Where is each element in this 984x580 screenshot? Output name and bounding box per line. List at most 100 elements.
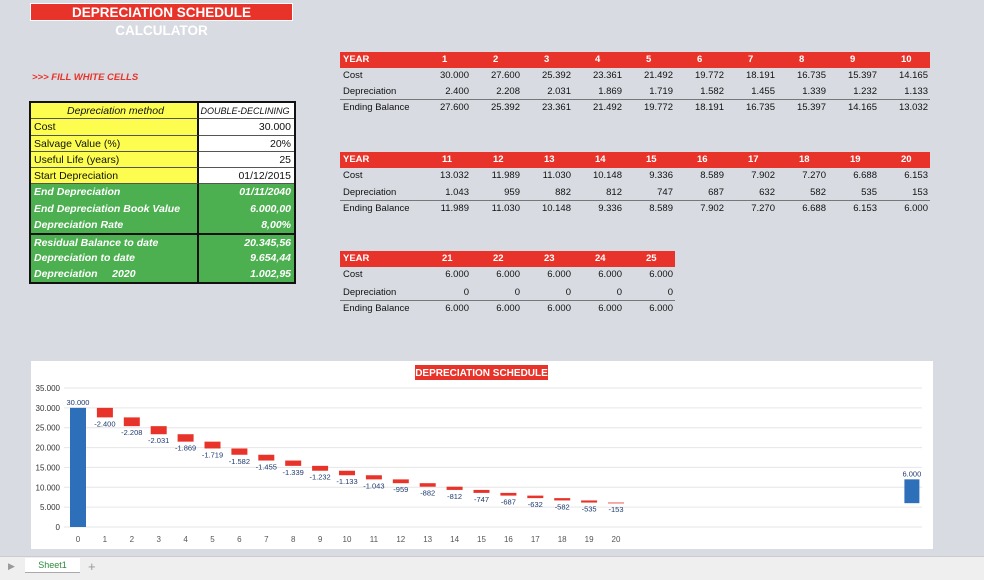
y-tick-label: 25.000: [36, 424, 61, 433]
table-cell: 6.000: [445, 303, 469, 314]
table-cell: 7: [748, 54, 754, 65]
start-bar: [70, 407, 86, 527]
row-label: Depreciation: [343, 287, 397, 298]
decrease-bar: [608, 502, 624, 504]
decrease-bar: [258, 454, 275, 461]
table-cell: 4: [595, 54, 601, 65]
schedule-table: YEAR 1 2 3 4 5 6 7 8 9 10 Cost 30.000 27.600 25.392 23.…: [340, 52, 930, 116]
y-tick-label: 30.000: [36, 404, 61, 413]
add-sheet-button[interactable]: +: [88, 559, 96, 574]
table-cell: 19.772: [694, 70, 724, 81]
table-cell: 19: [850, 154, 861, 165]
x-tick-label: 16: [504, 535, 513, 544]
x-tick-label: 12: [396, 535, 405, 544]
table-cell: 1: [442, 54, 448, 65]
table-cell: 0: [565, 287, 571, 298]
table-cell: 23.361: [541, 102, 571, 113]
table-cell: 7.270: [751, 203, 775, 214]
data-label: -1.719: [202, 450, 223, 459]
data-label: -632: [528, 500, 543, 509]
table-cell: 1.869: [598, 86, 622, 97]
sheet-tab-sheet1[interactable]: Sheet1: [25, 558, 80, 573]
table-row-year: YEAR 11 12 13 14 15 16 17 18 19 20: [340, 152, 930, 168]
label: Depreciation method: [31, 103, 199, 120]
decrease-bar: [339, 470, 355, 476]
decrease-bar: [123, 417, 140, 427]
label: Cost: [31, 119, 199, 136]
decrease-bar: [473, 489, 490, 493]
table-cell: 16: [697, 154, 708, 165]
x-tick-label: 1: [103, 535, 108, 544]
x-tick-label: 13: [423, 535, 432, 544]
data-label: -1.133: [336, 477, 357, 486]
table-cell: 18: [799, 154, 810, 165]
table-cell: 11.989: [440, 203, 469, 214]
data-label: -2.400: [94, 419, 115, 428]
input-row-life: Useful Life (years) 25: [31, 151, 294, 169]
table-cell: 22: [493, 253, 504, 264]
table-cell: 15.397: [847, 70, 877, 81]
chart-panel[interactable]: [31, 361, 933, 549]
decrease-bar: [177, 434, 194, 442]
table-row-end: Ending Balance 11.989 11.030 10.148 9.336 8.5…: [340, 201, 930, 217]
x-tick-label: 2: [130, 535, 135, 544]
decrease-bar: [554, 498, 571, 501]
row-label: Ending Balance: [343, 102, 410, 113]
end-bar: [904, 479, 920, 504]
table-cell: 632: [759, 187, 775, 198]
table-row-cost: Cost 6.000 6.000 6.000 6.000 6.000: [340, 267, 675, 283]
x-tick-label: 6: [237, 535, 242, 544]
table-cell: 15: [646, 154, 657, 165]
table-cell: 12: [493, 154, 504, 165]
decrease-bar: [150, 426, 167, 435]
table-cell: 1.232: [853, 86, 877, 97]
row-label: YEAR: [343, 54, 370, 65]
table-cell: 21: [442, 253, 453, 264]
table-cell: 0: [514, 287, 520, 298]
table-cell: 16.735: [796, 70, 826, 81]
table-cell: 6.688: [853, 170, 877, 181]
salvage-field[interactable]: 20%: [199, 135, 294, 152]
table-cell: 8.589: [649, 203, 673, 214]
y-tick-label: 15.000: [36, 463, 61, 472]
output-row: Depreciation to date 9.654,44: [31, 249, 294, 266]
table-cell: 535: [861, 187, 877, 198]
data-label: -153: [608, 505, 623, 514]
label: Depreciation to date: [31, 249, 199, 266]
table-cell: 812: [606, 187, 622, 198]
table-cell: 2: [493, 54, 499, 65]
table-cell: 0: [463, 287, 469, 298]
table-cell: 18.191: [745, 70, 775, 81]
x-tick-label: 20: [612, 535, 621, 544]
table-cell: 687: [708, 187, 724, 198]
table-cell: 9: [850, 54, 856, 65]
data-label: -687: [501, 498, 516, 507]
table-cell: 14: [595, 154, 606, 165]
scroll-left-icon[interactable]: ▶: [8, 561, 15, 571]
x-tick-label: 7: [264, 535, 269, 544]
start-date-field[interactable]: 01/12/2015: [199, 168, 294, 185]
table-row-dep: Depreciation 0 0 0 0 0: [340, 285, 675, 301]
x-tick-label: 18: [558, 535, 567, 544]
table-cell: 25.392: [541, 70, 571, 81]
y-tick-label: 5.000: [40, 503, 61, 512]
decrease-bar: [285, 460, 302, 466]
table-cell: 14.165: [898, 70, 928, 81]
label: Useful Life (years): [31, 151, 199, 169]
data-label: -2.208: [121, 428, 142, 437]
table-row-cost: Cost 13.032 11.989 11.030 10.148 9.336 8.589 7.…: [340, 168, 930, 184]
value: 8,00%: [261, 219, 291, 232]
useful-life-field[interactable]: 25: [199, 151, 294, 169]
label: Start Depreciation: [31, 168, 199, 185]
cost-field[interactable]: 30.000: [199, 119, 294, 136]
method-field[interactable]: DOUBLE-DECLINING: [199, 103, 294, 120]
table-cell: 15.397: [796, 102, 826, 113]
label: End Depreciation Book Value: [31, 200, 199, 218]
table-cell: 2.400: [445, 86, 469, 97]
table-cell: 3: [544, 54, 550, 65]
output-row: Depreciation Rate 8,00%: [31, 217, 294, 234]
table-cell: 6.153: [853, 203, 877, 214]
table-cell: 27.600: [439, 102, 469, 113]
table-cell: 6.000: [445, 269, 469, 280]
output-row: Depreciation 2020 1.002,95: [31, 265, 294, 283]
